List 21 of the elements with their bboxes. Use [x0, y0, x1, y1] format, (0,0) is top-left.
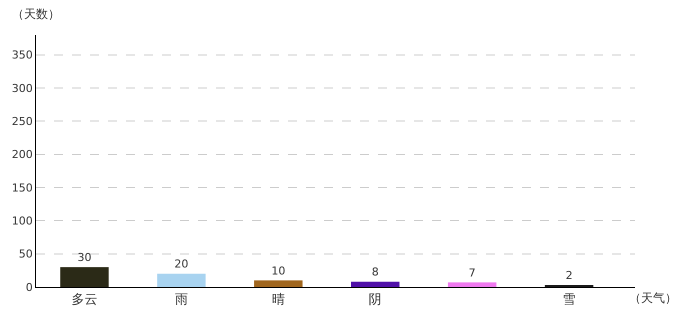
- y-tick-label: 250: [12, 115, 33, 128]
- y-tick-label: 150: [12, 181, 33, 194]
- y-tick-label: 350: [12, 48, 33, 62]
- x-tick-label: 雪: [562, 292, 576, 308]
- x-tick-label: 阴: [368, 292, 382, 308]
- y-tick-label: 50: [18, 248, 33, 261]
- data-label: 2: [566, 269, 573, 282]
- y-tick-label: 100: [12, 214, 33, 228]
- x-tick-label: 多云: [71, 292, 98, 308]
- y-axis-title: （天数）: [12, 7, 60, 21]
- data-label: 10: [271, 264, 286, 278]
- x-tick-label: 晴: [272, 292, 285, 308]
- x-tick-label: 雨: [174, 292, 188, 308]
- data-label: 8: [372, 266, 379, 279]
- x-axis-title: （天气）: [629, 291, 677, 305]
- y-tick-label: 300: [12, 82, 33, 95]
- y-tick-label: 0: [26, 280, 33, 294]
- data-label: 20: [174, 258, 188, 271]
- y-tick-label: 200: [12, 148, 33, 162]
- data-label: 30: [77, 251, 92, 264]
- data-label: 7: [468, 266, 476, 280]
